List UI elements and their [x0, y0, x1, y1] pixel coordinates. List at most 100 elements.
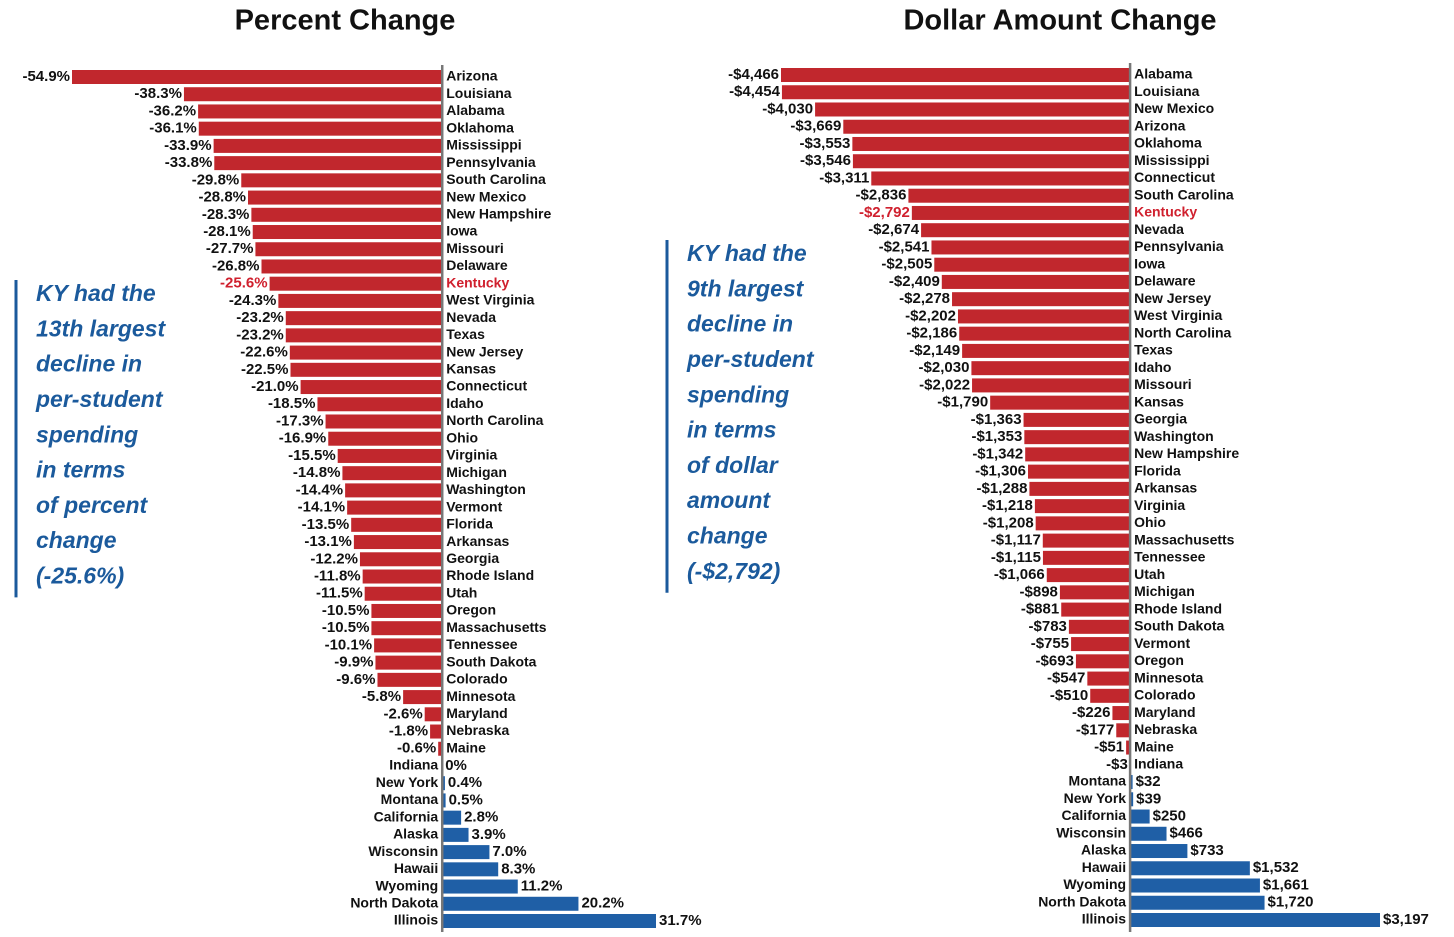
bar [278, 294, 442, 308]
bar [1116, 723, 1130, 737]
value-label: -$3,553 [799, 135, 850, 152]
bar [347, 501, 442, 515]
annotation: 13th largest [36, 315, 166, 341]
category-label: New Mexico [1134, 100, 1214, 116]
value-label: $1,720 [1268, 894, 1314, 911]
category-label: Maine [446, 739, 486, 755]
bar [1112, 706, 1130, 720]
annotation: 9th largest [687, 275, 805, 301]
bar [1130, 896, 1264, 910]
bar [290, 363, 442, 377]
category-label: Oregon [1134, 652, 1184, 668]
category-label: Illinois [1082, 911, 1127, 927]
bar [241, 173, 442, 187]
bar [1130, 827, 1166, 841]
value-label: -9.9% [334, 654, 373, 671]
value-label: -$1,342 [972, 445, 1023, 462]
bar [345, 483, 442, 497]
bar [934, 258, 1130, 272]
category-label: Oklahoma [446, 119, 514, 135]
bar [1130, 810, 1150, 824]
category-label: California [374, 808, 439, 824]
value-label: -36.2% [149, 102, 197, 119]
value-label: -$2,186 [906, 325, 957, 342]
value-label: -36.1% [149, 120, 197, 137]
annotation: of percent [36, 492, 149, 518]
value-label: -$1,306 [975, 463, 1026, 480]
bar [338, 449, 443, 463]
category-label: Connecticut [1134, 169, 1215, 185]
category-label: Rhode Island [1134, 600, 1222, 616]
bar [442, 862, 498, 876]
category-label: Mississippi [446, 137, 521, 153]
category-label: Wyoming [375, 877, 438, 893]
bar [328, 432, 442, 446]
value-label: -1.8% [389, 722, 428, 739]
category-label: South Carolina [446, 171, 546, 187]
bar [1130, 844, 1187, 858]
category-label: Wisconsin [1056, 824, 1126, 840]
category-label: Louisiana [1134, 83, 1200, 99]
value-label: -$2,149 [909, 342, 960, 359]
value-label: -22.6% [240, 344, 288, 361]
value-label: -14.1% [298, 499, 346, 516]
bar [815, 102, 1130, 116]
bar [375, 656, 442, 670]
value-label: -33.9% [164, 137, 212, 154]
category-label: Pennsylvania [446, 154, 536, 170]
bar [1060, 585, 1130, 599]
value-label: $733 [1190, 842, 1223, 859]
value-label: 3.9% [472, 826, 506, 843]
value-label: -$1,790 [937, 394, 988, 411]
bar [214, 139, 443, 153]
value-label: -10.5% [322, 619, 370, 636]
category-label: Wisconsin [368, 843, 438, 859]
bar [931, 240, 1130, 254]
category-label: Tennessee [446, 636, 518, 652]
bar [255, 242, 442, 256]
annotation: spending [36, 421, 138, 447]
annotation: decline in [36, 351, 142, 377]
value-label: -$177 [1076, 721, 1114, 738]
annotation: of dollar [687, 452, 779, 478]
category-label: New Mexico [446, 188, 526, 204]
value-label: -12.2% [310, 550, 358, 567]
category-label: West Virginia [1134, 307, 1222, 323]
value-label: -21.0% [251, 378, 299, 395]
bar [990, 396, 1130, 410]
category-label: Alaska [1081, 842, 1126, 858]
annotation: KY had the [36, 280, 156, 306]
bar [199, 122, 442, 136]
value-label: -$2,541 [879, 238, 930, 255]
value-label: -15.5% [288, 447, 336, 464]
bar [290, 346, 442, 360]
value-label: -23.2% [236, 309, 284, 326]
bar [781, 68, 1130, 82]
value-label: -$1,218 [982, 497, 1033, 514]
value-label: -$3,311 [819, 169, 869, 186]
bar [72, 70, 442, 84]
value-label: -26.8% [212, 257, 260, 274]
category-label: Georgia [1134, 411, 1187, 427]
bar [912, 206, 1130, 220]
value-label: -$4,454 [729, 83, 781, 100]
value-label: $32 [1136, 773, 1161, 790]
annotation: (-25.6%) [36, 562, 124, 588]
category-label: Wyoming [1063, 876, 1126, 892]
value-label: $250 [1153, 807, 1186, 824]
category-label: Delaware [446, 257, 508, 273]
category-label: Utah [1134, 566, 1165, 582]
category-label: Hawaii [1082, 859, 1126, 875]
value-label: -25.6% [220, 275, 268, 292]
value-label: -$2,030 [919, 359, 970, 376]
bar [214, 156, 442, 170]
bar [286, 328, 442, 342]
category-label: New Hampshire [446, 205, 551, 221]
bar [403, 690, 442, 704]
bar [1061, 603, 1130, 617]
value-label: 7.0% [492, 843, 526, 860]
value-label: -2.6% [384, 705, 423, 722]
category-label: Kentucky [1134, 204, 1197, 220]
bar [442, 845, 489, 859]
category-label: Colorado [1134, 687, 1195, 703]
